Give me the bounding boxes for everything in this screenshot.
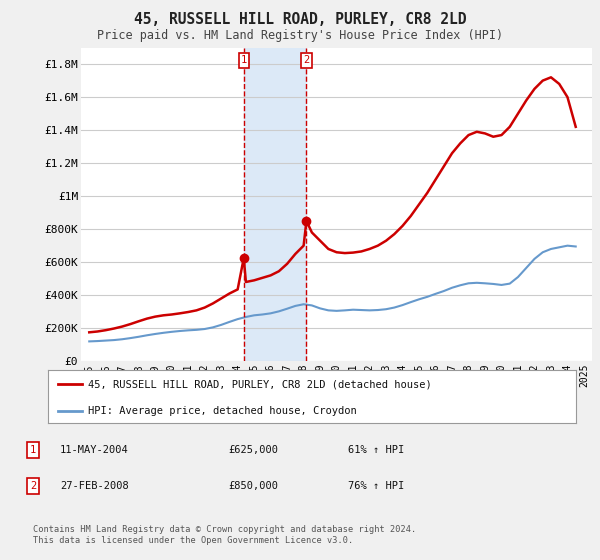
Text: 76% ↑ HPI: 76% ↑ HPI — [348, 481, 404, 491]
Bar — [244, 48, 307, 361]
Text: 2: 2 — [30, 481, 36, 491]
Text: 27-FEB-2008: 27-FEB-2008 — [60, 481, 129, 491]
Text: 1: 1 — [30, 445, 36, 455]
Text: 61% ↑ HPI: 61% ↑ HPI — [348, 445, 404, 455]
Text: HPI: Average price, detached house, Croydon: HPI: Average price, detached house, Croy… — [88, 406, 356, 416]
Text: 1: 1 — [241, 55, 247, 66]
Text: Contains HM Land Registry data © Crown copyright and database right 2024.
This d: Contains HM Land Registry data © Crown c… — [33, 525, 416, 545]
Text: 2: 2 — [303, 55, 310, 66]
Text: 45, RUSSELL HILL ROAD, PURLEY, CR8 2LD: 45, RUSSELL HILL ROAD, PURLEY, CR8 2LD — [134, 12, 466, 27]
Text: 45, RUSSELL HILL ROAD, PURLEY, CR8 2LD (detached house): 45, RUSSELL HILL ROAD, PURLEY, CR8 2LD (… — [88, 380, 431, 390]
Text: 11-MAY-2004: 11-MAY-2004 — [60, 445, 129, 455]
Text: Price paid vs. HM Land Registry's House Price Index (HPI): Price paid vs. HM Land Registry's House … — [97, 29, 503, 42]
Text: £850,000: £850,000 — [228, 481, 278, 491]
Text: £625,000: £625,000 — [228, 445, 278, 455]
